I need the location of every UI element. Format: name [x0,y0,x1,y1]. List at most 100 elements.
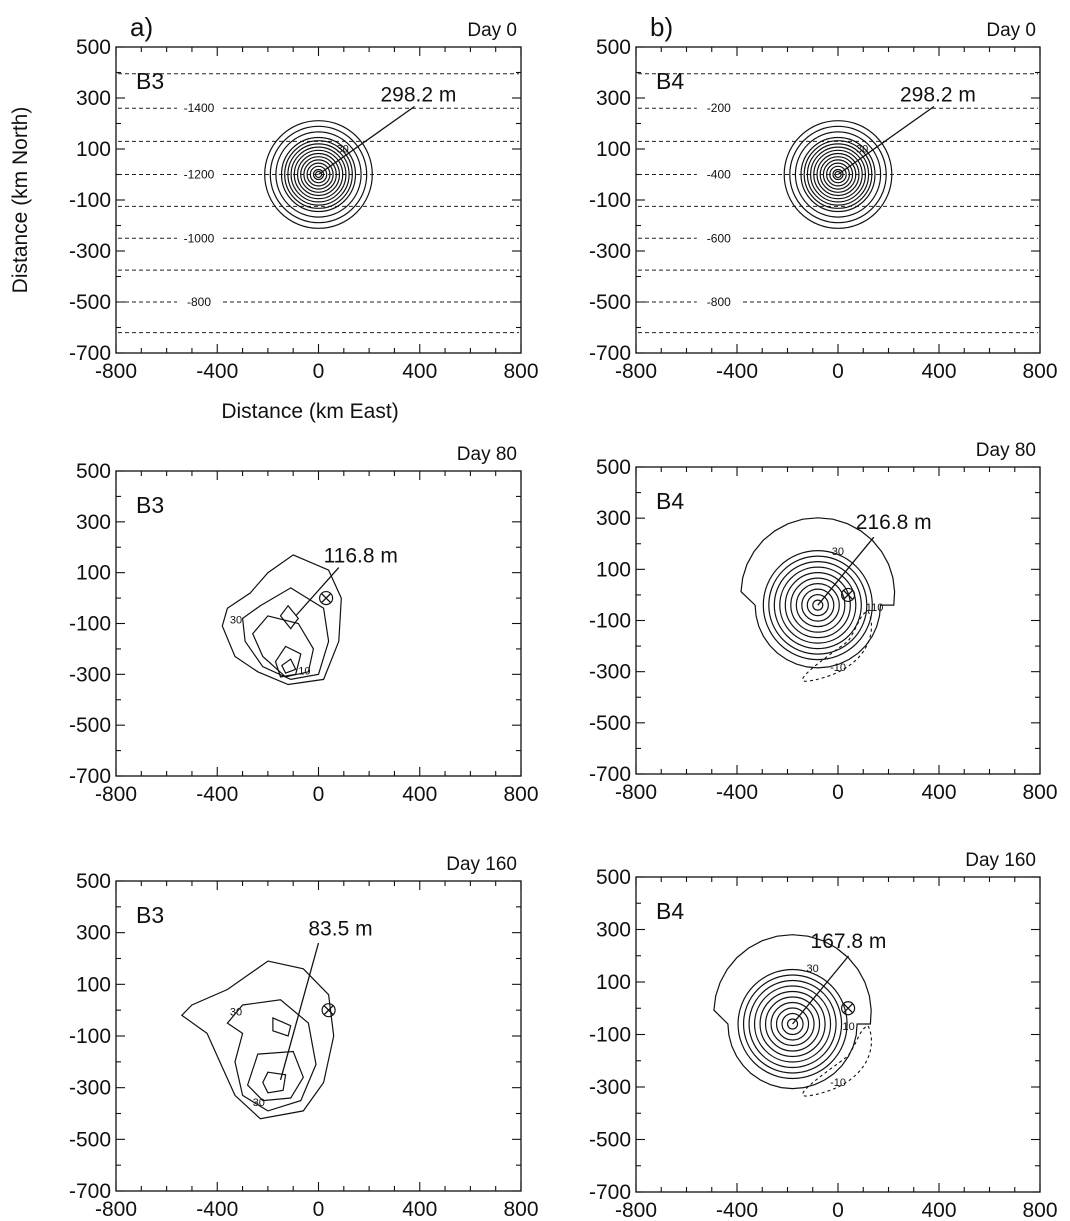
eddy-contour [789,125,887,224]
y-tick-label: -700 [69,1180,111,1203]
x-tick-label: -800 [615,781,657,804]
x-tick-label: 400 [402,1198,437,1221]
eddy-contour [800,136,876,213]
y-tick-label: 300 [596,507,631,530]
contour-label: 30 [832,546,844,558]
x-tick-label: -800 [95,1198,137,1221]
plot-frame [635,46,1041,354]
experiment-label: B4 [656,68,684,94]
maximum-annotation: 167.8 m [811,930,887,953]
eddy-contour [775,1007,810,1041]
eddy-contour [779,566,857,644]
eddy-contour [812,599,824,611]
y-tick-label: -500 [589,291,631,314]
eddy-contour [279,604,300,630]
eddy-contour [293,149,344,200]
y-tick-label: -500 [69,1128,111,1151]
origin-marker-cross [843,1003,854,1014]
y-tick-label: -700 [589,342,631,365]
eddy-contour [748,979,837,1069]
annotation-leader [817,536,875,606]
x-tick-label: -400 [716,360,758,383]
panel-b3-day-80: -800 -400 0 400 800 500 300 100 -100 -300 -500 -700… [69,444,539,806]
maximum-annotation: 298.2 m [900,84,976,107]
x-tick-label: 800 [503,360,538,383]
y-tick-label: -100 [69,189,111,212]
eddy-contour [784,572,851,639]
eddy-contour [180,960,335,1120]
eddy-contour [783,120,893,229]
topography-label-bg [177,294,221,309]
eddy-contour [819,156,857,193]
x-tick-label: 800 [503,783,538,806]
x-tick-label: 0 [832,360,844,383]
eddy-contour [795,583,840,628]
experiment-label: B3 [136,68,164,94]
eddy-contour [762,550,873,661]
contour-label: -10 [830,1077,846,1089]
annotation-leader [792,955,850,1025]
panel-tag-a: a) [130,12,153,42]
day-label: Day 0 [467,20,517,41]
topography-label: -800 [707,295,731,309]
y-tick-label: 500 [596,866,631,889]
day-label: Day 0 [986,20,1036,41]
y-tick-label: 500 [76,870,111,893]
origin-marker [840,587,856,603]
origin-marker-cross [323,1005,334,1016]
topography-label-bg [696,166,741,182]
y-tick-label: 500 [596,456,631,479]
x-tick-label: -800 [95,783,137,806]
eddy-contour [269,125,368,224]
x-tick-label: 0 [832,781,844,804]
y-tick-label: -100 [589,610,631,633]
y-tick-label: -500 [69,291,111,314]
eddy-contour [312,168,325,181]
day-label: Day 160 [446,854,517,875]
eddy-contour [773,561,862,650]
x-tick-label: -400 [196,1198,238,1221]
eddy-contour [770,1001,815,1047]
x-tick-label: 800 [1022,1199,1057,1221]
eddy-contour [309,165,328,184]
panels: -800 -400 0 400 800500300100-100-300-500-700… [69,20,1058,1221]
y-tick-label: -700 [69,765,111,788]
maximum-annotation: 216.8 m [856,511,932,534]
eddy-contour [825,162,850,187]
eddy-contour [829,165,847,184]
contour-label: 30 [253,1097,265,1109]
panel-b3-day-0: -800 -400 0 400 800 500 300 100 -100 -300 -500 -700… [69,20,539,383]
x-tick-label: 800 [1022,360,1057,383]
y-tick-label: -100 [589,189,631,212]
y-tick-label: 500 [76,36,111,59]
panel-b3-day-160: -800 -400 0 400 800 500 300 100 -100 -300 -500 -700… [69,854,539,1221]
topography-label: -600 [707,231,731,245]
x-tick-label: 800 [1022,781,1057,804]
y-tick-label: 100 [76,138,111,161]
eddy-contour [740,517,896,669]
eddy-contour [296,152,341,197]
y-tick-label: 300 [76,922,111,945]
contour-label: -10 [830,662,846,674]
x-tick-label: 800 [503,1198,538,1221]
eddy-contour [280,136,357,213]
contour-label: 30 [807,963,819,975]
topography-label-bg [177,166,221,182]
x-axis-title: Distance (km East) [221,400,398,423]
origin-marker [840,1001,856,1016]
eddy-contour [806,594,829,617]
eddy-contour [816,152,860,197]
eddy-contour [246,1050,304,1102]
contour-label: 10 [298,665,310,677]
eddy-contour [813,149,863,200]
x-tick-label: -800 [95,360,137,383]
y-axis-title: Distance (km North) [9,107,32,294]
eddy-contour [287,143,350,206]
eddy-contour [221,554,342,686]
eddy-center [834,170,842,179]
y-tick-label: -100 [69,1025,111,1048]
topography-label-bg [696,294,741,309]
eddy-contour [713,934,872,1090]
x-tick-label: 400 [921,781,956,804]
y-tick-label: -300 [69,1077,111,1100]
